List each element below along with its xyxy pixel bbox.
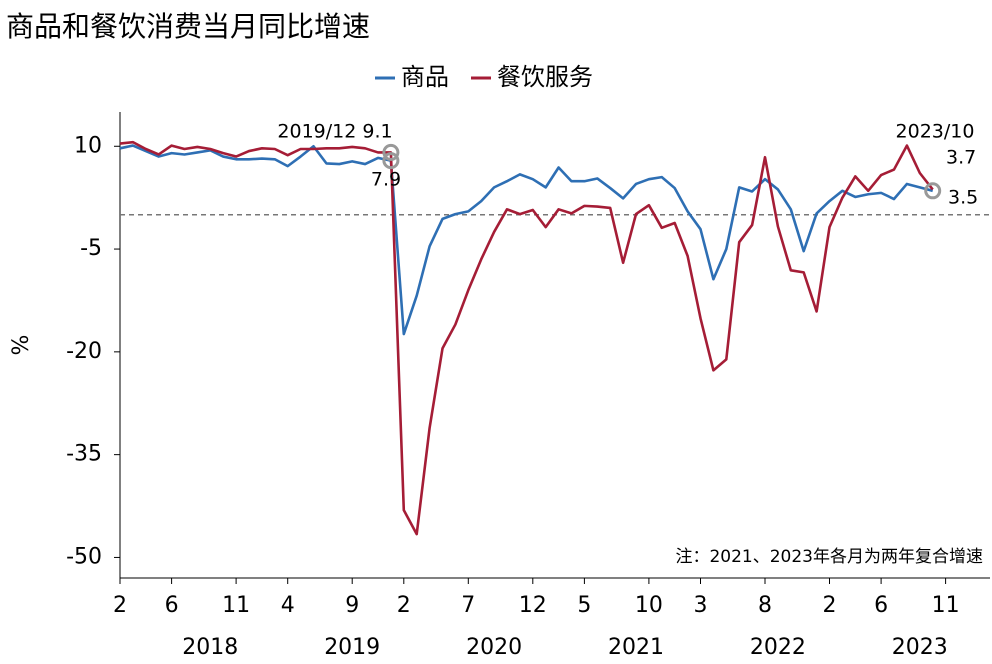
x-year-label: 2021	[608, 635, 664, 660]
y-tick-label: 10	[74, 133, 102, 158]
x-year-label: 2018	[182, 635, 238, 660]
y-tick-label: -20	[66, 339, 102, 364]
x-tick-label: 7	[461, 593, 475, 618]
x-tick-label: 3	[694, 593, 708, 618]
highlight-marker	[382, 152, 400, 170]
x-tick-label: 9	[345, 593, 359, 618]
x-year-label: 2020	[466, 635, 522, 660]
x-year-label: 2019	[324, 635, 380, 660]
x-tick-label: 11	[222, 593, 250, 618]
chart-title: 商品和餐饮消费当月同比增速	[6, 10, 370, 43]
x-year-label: 2023	[892, 635, 948, 660]
x-year-label: 2022	[750, 635, 806, 660]
y-axis-label: %	[9, 335, 34, 356]
x-tick-label: 11	[932, 593, 960, 618]
annotation: 7.9	[371, 169, 401, 191]
highlight-marker	[382, 143, 400, 161]
y-tick-label: -35	[66, 442, 102, 467]
x-tick-label: 8	[758, 593, 772, 618]
annotation: 3.5	[948, 187, 978, 209]
annotation: 3.7	[946, 147, 976, 169]
x-tick-label: 6	[165, 593, 179, 618]
highlight-marker	[924, 182, 942, 200]
x-tick-label: 5	[577, 593, 591, 618]
note: 注：2021、2023年各月为两年复合增速	[675, 547, 983, 567]
x-tick-label: 2	[113, 593, 127, 618]
y-tick-label: -50	[66, 544, 102, 569]
y-tick-label: -5	[80, 236, 102, 261]
legend-label: 餐饮服务	[497, 63, 593, 91]
x-tick-label: 10	[635, 593, 663, 618]
x-tick-label: 2	[823, 593, 837, 618]
x-tick-label: 4	[281, 593, 295, 618]
legend-label: 商品	[401, 63, 449, 91]
series-line	[119, 140, 934, 536]
series-line	[119, 144, 934, 336]
x-tick-label: 12	[519, 593, 547, 618]
x-tick-label: 2	[397, 593, 411, 618]
annotation: 2019/12 9.1	[277, 121, 392, 143]
x-tick-label: 6	[874, 593, 888, 618]
annotation: 2023/10	[896, 121, 975, 143]
